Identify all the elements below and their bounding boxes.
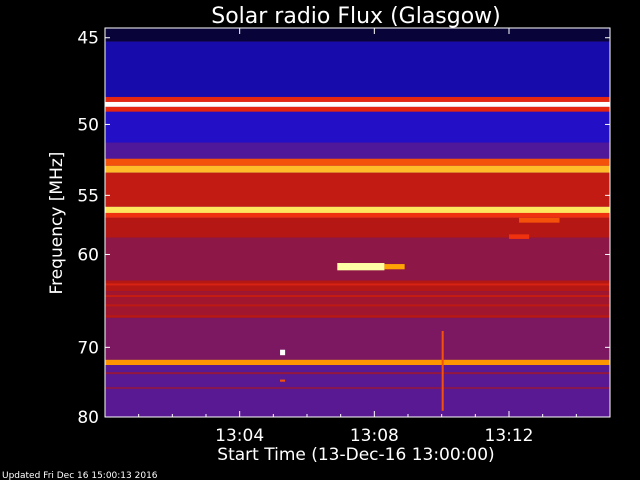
spectrogram-band — [105, 212, 610, 218]
spectrogram-band — [105, 172, 610, 207]
updated-timestamp: Updated Fri Dec 16 15:00:13 2016 — [2, 471, 158, 480]
spectrogram-line — [105, 283, 610, 286]
y-axis: 45 50 55 60 70 80 — [77, 29, 610, 428]
radio-burst — [280, 349, 286, 356]
y-axis-label: Frequency [MHz] — [47, 152, 67, 295]
spectrogram-band — [105, 101, 610, 107]
spectrogram-line — [105, 372, 610, 375]
spectrogram-bursts — [280, 217, 560, 411]
radio-burst — [509, 234, 530, 239]
spectrogram-band — [105, 359, 610, 366]
spectrogram-band — [105, 106, 610, 112]
radio-burst — [337, 263, 385, 271]
y-tick-label: 45 — [77, 29, 99, 49]
x-tick-label: 13:08 — [350, 426, 399, 446]
radio-burst — [384, 264, 405, 270]
spectrogram-band — [105, 41, 610, 97]
spectrogram-band — [105, 158, 610, 166]
radio-burst — [280, 379, 286, 382]
spectrogram-line — [105, 315, 610, 318]
y-tick-label: 80 — [77, 408, 99, 428]
x-tick-label: 13:12 — [485, 426, 534, 446]
spectrogram-band — [105, 206, 610, 213]
y-tick-label: 60 — [77, 245, 99, 265]
spectrogram-band — [105, 96, 610, 102]
spectrogram-band — [105, 142, 610, 159]
x-axis: 13:04 13:08 13:12 — [138, 28, 577, 446]
y-tick-label: 55 — [77, 186, 99, 206]
spectrogram-band — [105, 280, 610, 292]
radio-burst — [441, 330, 444, 411]
x-axis-label: Start Time (13-Dec-16 13:00:00) — [217, 445, 494, 465]
chart-title: Solar radio Flux (Glasgow) — [211, 4, 501, 29]
spectrogram-band — [105, 28, 610, 42]
spectrogram-line — [105, 295, 610, 298]
spectrogram-band — [105, 237, 610, 281]
radio-burst — [519, 217, 560, 223]
plot-area — [104, 27, 611, 418]
spectrogram-band — [105, 318, 610, 360]
spectrogram-line — [105, 304, 610, 307]
spectrogram-band — [105, 165, 610, 173]
x-tick-label: 13:04 — [215, 426, 264, 446]
spectrogram-band — [105, 111, 610, 143]
spectrogram-band — [105, 217, 610, 238]
y-tick-label: 50 — [77, 115, 99, 135]
plot-frame — [104, 27, 611, 418]
y-tick-label: 70 — [77, 338, 99, 358]
spectrogram-line — [105, 386, 610, 389]
